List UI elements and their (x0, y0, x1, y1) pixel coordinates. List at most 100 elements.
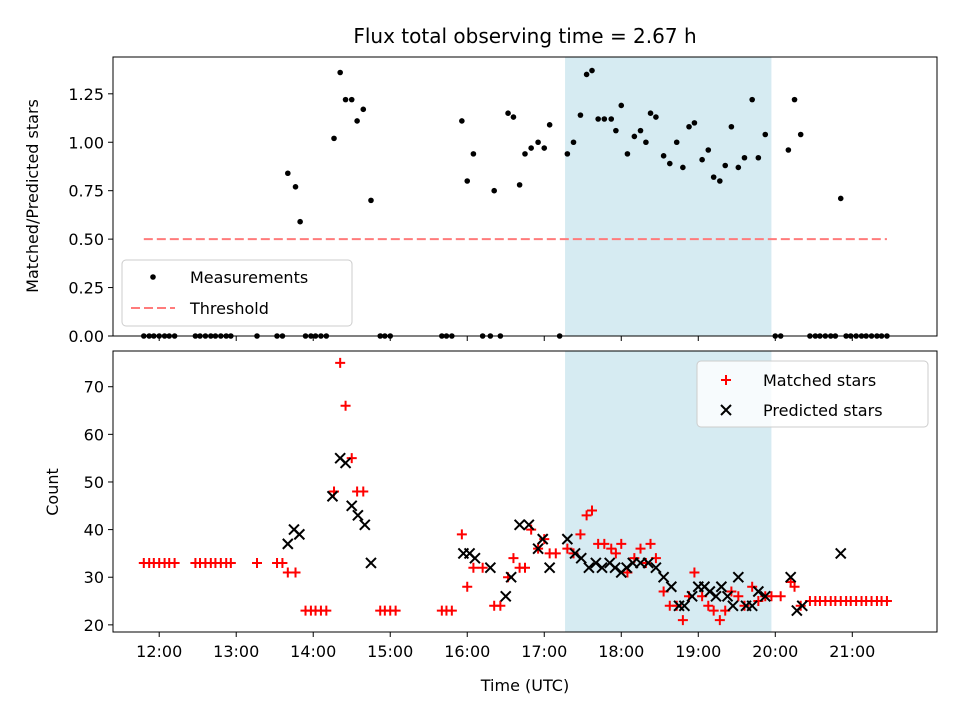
predicted-star-point (537, 533, 549, 545)
matched-star-point (390, 605, 401, 616)
measurement-point (722, 162, 729, 169)
matched-star-point (277, 557, 288, 568)
bottom-legend: Matched stars Predicted stars (696, 360, 929, 428)
predicted-star-point (642, 557, 654, 569)
measurement-point (608, 116, 615, 122)
measurement-point (631, 133, 638, 140)
predicted-star-point (759, 590, 771, 602)
predicted-star-point (796, 600, 808, 612)
top-axes-frame (112, 56, 938, 337)
measurement-point (705, 147, 712, 153)
predicted-star-point (293, 528, 306, 541)
bottom-y-axis-label: Count (43, 468, 62, 516)
predicted-star-point (721, 590, 734, 602)
bottom-y-tick-label: 50 (84, 473, 104, 492)
matched-star-point (477, 562, 488, 573)
matched-star-point (606, 543, 617, 554)
measurement-point (297, 218, 303, 225)
measurement-point (637, 127, 644, 134)
measurement-point (528, 145, 534, 151)
matched-star-point (495, 600, 506, 611)
measurement-point (505, 110, 511, 116)
measurement-point (491, 187, 497, 194)
predicted-star-point (732, 571, 745, 583)
measurement-point (653, 114, 659, 120)
top-y-tick-label: 0.00 (68, 327, 104, 346)
bottom-axes-frame (112, 350, 938, 633)
x-tick-label: 21:00 (829, 642, 875, 661)
measurement-point (691, 120, 698, 126)
predicted-star-point (505, 571, 517, 583)
matched-star-point (881, 596, 892, 607)
predicted-star-point (657, 571, 670, 583)
measurement-point (837, 195, 844, 202)
matched-star-point (616, 538, 627, 549)
measurement-point (368, 197, 374, 204)
top-y-axis-label: Matched/Predicted stars (23, 99, 42, 293)
x-tick-label: 20:00 (752, 642, 798, 661)
measurement-point (459, 118, 465, 124)
x-tick-label: 18:00 (598, 642, 644, 661)
top-markers (141, 67, 890, 339)
measurement-point (749, 96, 755, 103)
matched-star-point (539, 534, 550, 545)
measurement-point (699, 156, 705, 163)
predicted-star-point (532, 542, 544, 555)
measurement-point (541, 145, 548, 151)
measurement-point (292, 184, 299, 190)
x-tick-label: 19:00 (675, 642, 721, 661)
bottom-y-tick-label: 20 (84, 616, 104, 635)
predicted-star-point (710, 590, 722, 602)
measurement-point (755, 154, 762, 161)
predicted-star-point (752, 585, 765, 598)
matched-star-point (346, 453, 357, 464)
matched-star-point (468, 562, 479, 573)
matched-star-point (739, 600, 750, 611)
measurement-point (516, 182, 523, 188)
predicted-star-point (346, 500, 358, 512)
matched-star-point (456, 529, 467, 540)
measurement-point (470, 151, 477, 157)
matched-star-point (225, 557, 236, 568)
measurement-point (666, 160, 673, 167)
measurement-point (647, 110, 654, 116)
matched-star-point (581, 510, 592, 521)
measurement-point (680, 164, 686, 171)
x-tick-label: 17:00 (521, 642, 567, 661)
predicted-star-point (596, 561, 608, 574)
measurement-point (595, 116, 601, 122)
measurement-point (348, 96, 355, 103)
measurement-point (285, 170, 291, 177)
matched-star-point (169, 557, 180, 568)
measurement-point (331, 135, 337, 142)
predicted-star-point (365, 557, 377, 569)
predicted-star-point (543, 561, 556, 574)
matched-star-point (358, 486, 369, 497)
matched-star-point (252, 557, 263, 568)
measurement-point (785, 147, 792, 153)
matched-star-point (599, 538, 610, 549)
measurement-point (342, 96, 349, 103)
measurement-point (673, 139, 680, 146)
measurement-point (570, 139, 577, 146)
x-tick-label: 14:00 (290, 642, 336, 661)
measurement-point (613, 127, 619, 134)
measurement-point (564, 151, 571, 157)
predicted-star-point (583, 561, 595, 574)
bottom-y-tick-label: 30 (84, 568, 104, 587)
predicted-star-point (561, 533, 574, 545)
bottom-y-tick-label: 70 (84, 378, 104, 397)
x-axis-label: Time (UTC) (480, 676, 569, 695)
top-y-tick-label: 0.75 (68, 182, 104, 201)
measurement-point (360, 106, 367, 113)
matched-star-point (775, 591, 786, 602)
measurement-point (728, 123, 735, 130)
predicted-star-point (746, 600, 758, 612)
measurement-point (546, 122, 553, 128)
predicted-star-point (523, 519, 535, 531)
measurement-point (735, 164, 742, 171)
matched-star-point (610, 548, 621, 559)
matched-star-point (508, 553, 519, 564)
matched-star-point (733, 591, 744, 602)
